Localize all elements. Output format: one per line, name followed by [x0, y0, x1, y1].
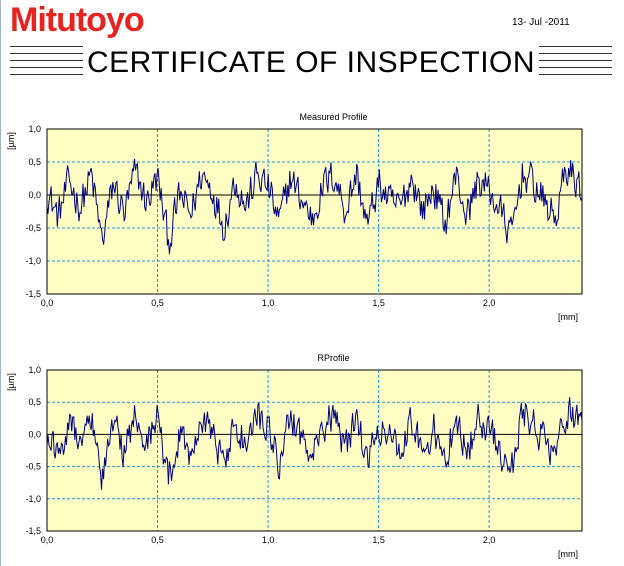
mitutoyo-logo: Mitutoyo [10, 1, 145, 39]
x-tick-label: 1,5 [372, 535, 385, 545]
y-tick-label: 0,5 [28, 157, 41, 167]
x-tick-label: 1,0 [262, 298, 275, 308]
certificate-title: CERTIFICATE OF INSPECTION [10, 46, 612, 80]
chart-title: RProfile [317, 353, 349, 363]
window-left-edge [0, 0, 1, 566]
profile-line [46, 397, 583, 490]
y-tick-label: 0,0 [28, 429, 41, 439]
plot-area [47, 370, 582, 531]
y-tick-label: -1,0 [25, 256, 41, 266]
x-tick-label: 2,0 [483, 298, 496, 308]
x-tick-label: 0,0 [41, 298, 54, 308]
x-axis-label: [mm] [558, 312, 578, 322]
x-tick-label: 0,5 [151, 535, 164, 545]
profile-line [46, 158, 583, 254]
y-tick-label: -0,5 [25, 462, 41, 472]
plot-area [47, 129, 582, 294]
y-tick-label: 1,0 [28, 124, 41, 134]
plot-border [46, 369, 583, 532]
measured-profile-chart: Measured Profile1,00,50,0-0,5-1,0-1,50,0… [6, 112, 583, 322]
y-axis-label: [µm] [6, 132, 16, 150]
y-tick-label: -1,5 [25, 526, 41, 536]
x-axis-label: [mm] [558, 549, 578, 559]
y-tick-label: 1,0 [28, 365, 41, 375]
y-axis-label: [µm] [6, 373, 16, 391]
x-tick-label: 1,5 [372, 298, 385, 308]
certificate-date: 13- Jul -2011 [512, 17, 570, 28]
y-tick-label: -0,5 [25, 223, 41, 233]
x-tick-label: 1,0 [262, 535, 275, 545]
plot-border [46, 128, 583, 295]
y-tick-label: -1,0 [25, 494, 41, 504]
y-tick-label: 0,0 [28, 190, 41, 200]
x-tick-label: 0,5 [151, 298, 164, 308]
chart-title: Measured Profile [299, 112, 367, 122]
certificate-title-text: CERTIFICATE OF INSPECTION [82, 46, 540, 79]
x-tick-label: 0,0 [41, 535, 54, 545]
y-tick-label: 0,5 [28, 397, 41, 407]
x-tick-label: 2,0 [483, 535, 496, 545]
y-tick-label: -1,5 [25, 289, 41, 299]
